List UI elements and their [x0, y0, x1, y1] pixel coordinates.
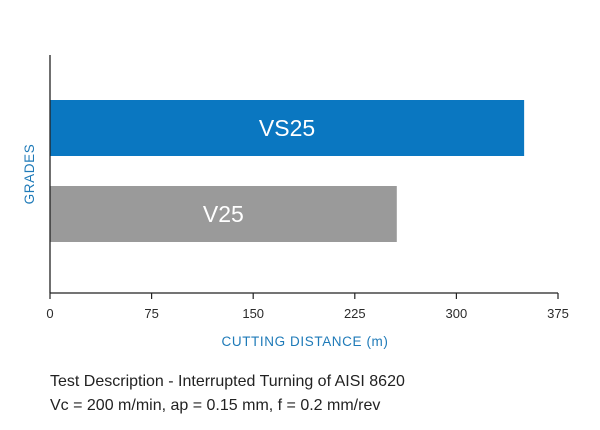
test-description-line-2: Vc = 200 m/min, ap = 0.15 mm, f = 0.2 mm…: [50, 397, 381, 414]
bar-label-vs25: VS25: [259, 115, 315, 141]
x-tick-label: 225: [344, 306, 366, 321]
x-tick-label: 75: [144, 306, 158, 321]
bar-v25: [50, 186, 397, 242]
x-ticks-group: 0 75 150 225 300 375: [46, 293, 569, 321]
x-tick-label: 150: [242, 306, 264, 321]
test-description-line-1: Test Description - Interrupted Turning o…: [50, 373, 405, 390]
y-axis-title: GRADES: [22, 144, 37, 205]
x-tick-label: 375: [547, 306, 569, 321]
bar-vs25: [50, 100, 525, 156]
x-tick-label: 0: [46, 306, 53, 321]
x-axis-title: CUTTING DISTANCE (m): [222, 334, 389, 349]
x-tick-label: 300: [446, 306, 468, 321]
bar-label-v25: V25: [203, 201, 244, 227]
bars-group: VS25 V25: [50, 100, 525, 242]
